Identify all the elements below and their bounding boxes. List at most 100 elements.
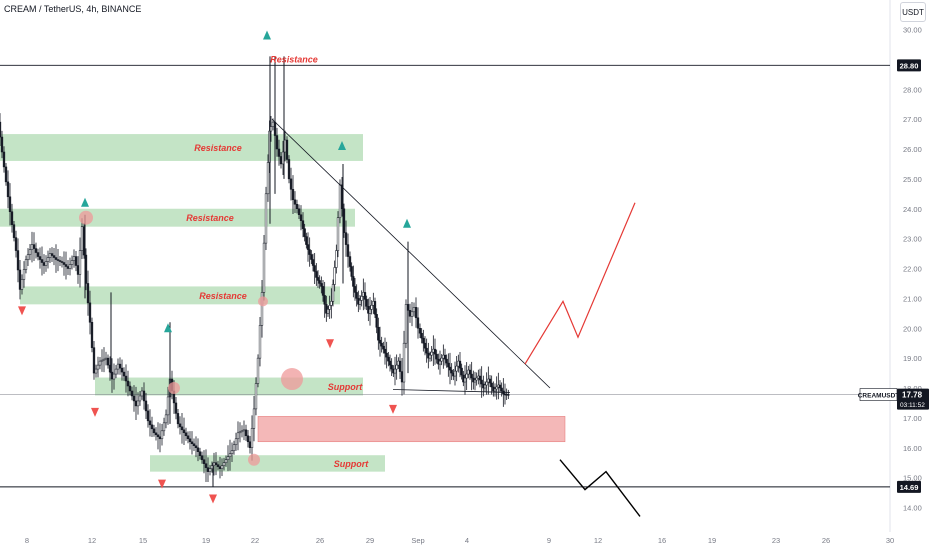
candle — [495, 386, 498, 390]
bearish-projection-path[interactable] — [559, 459, 641, 517]
candle — [321, 286, 325, 296]
candle — [182, 429, 186, 434]
candle — [104, 357, 108, 360]
candle — [140, 390, 144, 397]
candle — [116, 363, 120, 370]
candle — [507, 394, 510, 396]
candle — [234, 438, 238, 446]
highlight-circle[interactable] — [168, 382, 180, 394]
currency-badge[interactable]: USDT — [900, 2, 926, 22]
candle — [68, 264, 72, 269]
candle — [453, 370, 457, 377]
candle — [262, 242, 266, 293]
candle — [40, 259, 44, 263]
candle — [475, 377, 478, 381]
candle — [152, 428, 156, 434]
highlight-circle[interactable] — [281, 368, 303, 391]
candle — [226, 456, 230, 460]
candle — [450, 369, 453, 374]
candle — [483, 384, 487, 389]
up-arrow-icon — [81, 197, 89, 207]
candle — [260, 292, 264, 326]
candle — [220, 465, 224, 469]
candle — [6, 181, 10, 198]
candle — [20, 279, 24, 290]
down-arrow-icon — [18, 306, 26, 316]
support-label: Support — [328, 382, 363, 392]
candle — [154, 432, 158, 436]
candle — [208, 468, 212, 472]
candle — [423, 342, 427, 349]
x-tick-label: 19 — [202, 536, 210, 545]
candle — [414, 307, 418, 319]
candle — [352, 276, 355, 287]
symbol-tag: CREAMUSDT — [858, 393, 900, 400]
current-price-label: 17.78 — [902, 391, 923, 400]
x-tick-label: 23 — [772, 536, 780, 545]
candle — [186, 435, 190, 440]
candle — [408, 310, 412, 317]
candle — [244, 429, 248, 437]
candle — [468, 369, 472, 375]
highlight-circle[interactable] — [258, 296, 268, 307]
y-tick-label: 17.00 — [903, 414, 922, 423]
support-label: Support — [334, 459, 369, 469]
candle — [248, 441, 252, 448]
candle — [246, 435, 250, 443]
highlight-circle[interactable] — [79, 210, 93, 225]
candle — [120, 367, 124, 373]
candle — [333, 267, 336, 285]
candle — [36, 252, 40, 257]
candle — [232, 444, 236, 451]
candle — [70, 260, 74, 265]
candle — [206, 467, 210, 472]
candle — [360, 296, 363, 301]
x-tick-label: Sep — [411, 536, 424, 545]
trendline[interactable] — [271, 118, 551, 389]
candle — [256, 357, 260, 384]
candle — [458, 360, 462, 369]
candle — [500, 387, 503, 392]
x-tick-label: 4 — [465, 536, 469, 545]
bullish-projection-path[interactable] — [524, 202, 636, 365]
resistance-label: Resistance — [199, 291, 247, 301]
candle — [252, 408, 256, 429]
resistance-zone[interactable] — [20, 286, 340, 305]
y-tick-label: 27.00 — [903, 115, 922, 124]
demand-zone[interactable] — [257, 416, 566, 443]
y-tick-label: 14.00 — [903, 504, 922, 513]
candle — [318, 280, 321, 284]
candle — [62, 262, 66, 265]
candle — [463, 377, 467, 383]
candle — [398, 360, 402, 372]
candle — [291, 189, 295, 201]
candle — [218, 466, 222, 469]
candle — [297, 208, 301, 215]
candle — [4, 166, 8, 183]
y-tick-label: 25.00 — [903, 175, 922, 184]
candle — [118, 363, 122, 369]
candle — [387, 356, 390, 362]
candle — [353, 286, 357, 293]
candle — [258, 325, 262, 359]
candle — [28, 249, 32, 255]
candle — [480, 379, 483, 385]
candle — [198, 451, 202, 456]
candle — [190, 441, 194, 445]
triangle-base-line[interactable] — [392, 389, 511, 393]
candle — [180, 426, 184, 431]
candle — [331, 284, 335, 302]
highlight-circle[interactable] — [248, 453, 260, 466]
x-tick-label: 26 — [822, 536, 830, 545]
candle — [146, 410, 150, 422]
candle — [2, 151, 6, 168]
x-tick-label: 12 — [594, 536, 602, 545]
candle — [390, 364, 393, 370]
resistance-zone[interactable] — [0, 134, 363, 161]
candle — [465, 373, 468, 379]
candle — [88, 302, 92, 323]
candle — [323, 295, 326, 305]
support-zone[interactable] — [95, 377, 363, 396]
